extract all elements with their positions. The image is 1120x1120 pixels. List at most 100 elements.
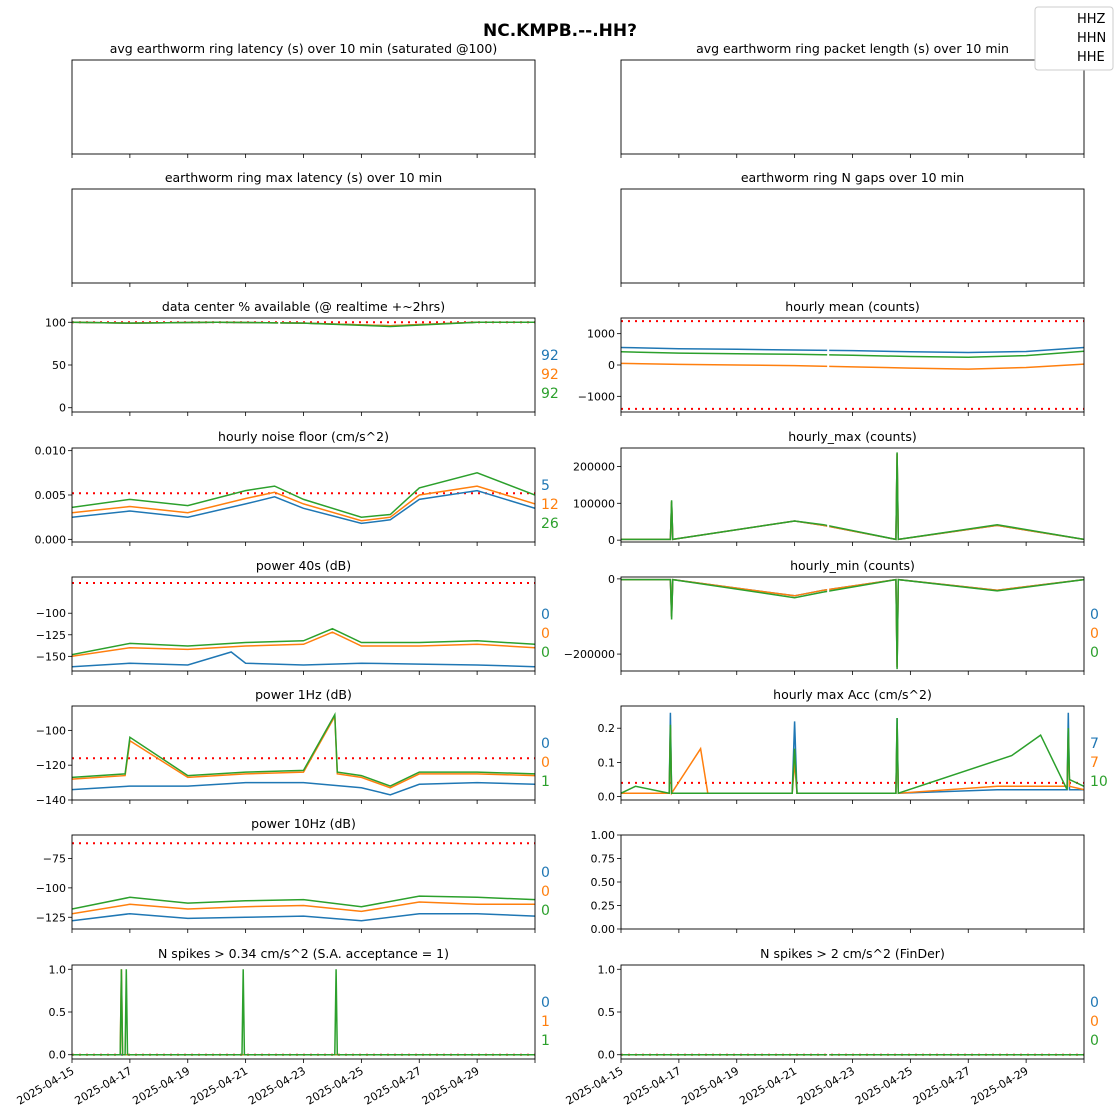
count-label-hhe: 0 <box>1090 1033 1099 1049</box>
y-tick-label-noise-floor: 0.005 <box>35 489 67 502</box>
series-line-hhz <box>72 912 535 922</box>
panel-title-hourly-min: hourly_min (counts) <box>790 558 915 573</box>
y-tick-label-power-10hz: −100 <box>36 882 66 895</box>
plot-area-pct-available <box>72 318 535 412</box>
plot-area-noise-floor <box>72 472 535 525</box>
series-line-hhz <box>621 578 1084 668</box>
panel-title-hourly-mean: hourly mean (counts) <box>785 299 919 314</box>
plot-area-hourly-min <box>621 577 1084 671</box>
y-tick-label-power-40s: −125 <box>36 629 66 642</box>
data-gap <box>827 448 830 542</box>
panel-hourly-max-acc: hourly max Acc (cm/s^2) 0.0 0.1 0.2 7 7 10 <box>598 687 1108 804</box>
x-tick-label: 2025-04-21 <box>737 1064 799 1107</box>
count-label-hhe: 0 <box>541 903 550 919</box>
panel-avg-packet: avg earthworm ring packet length (s) ove… <box>620 41 1085 158</box>
panel-pct-available: data center % available (@ realtime +~2h… <box>45 299 559 416</box>
plot-frame-avg-packet <box>620 59 1085 155</box>
y-tick-label-hourly-max: 100000 <box>573 497 615 510</box>
series-line-hhe <box>72 321 535 328</box>
y-tick-label-empty-panel: 0.25 <box>591 900 616 913</box>
series-line-hhe <box>72 969 535 1056</box>
y-tick-label-n-spikes-034: 0.5 <box>49 1006 67 1019</box>
panel-title-avg-latency: avg earthworm ring latency (s) over 10 m… <box>110 41 497 56</box>
series-line-hhe <box>621 350 1084 358</box>
y-tick-label-hourly-min: −200000 <box>564 648 615 661</box>
y-tick-label-power-40s: −100 <box>36 607 66 620</box>
panel-title-n-gaps: earthworm ring N gaps over 10 min <box>741 170 964 185</box>
x-tick-label: 2025-04-17 <box>73 1064 135 1107</box>
plot-frame-hourly-max-acc <box>620 705 1085 801</box>
series-line-hhn <box>72 631 535 658</box>
series-line-hhn <box>72 901 535 915</box>
count-label-hhe: 0 <box>541 645 550 661</box>
y-tick-label-n-spikes-2: 0.5 <box>598 1006 616 1019</box>
series-line-hhe <box>72 472 535 518</box>
panels: avg earthworm ring latency (s) over 10 m… <box>15 41 1108 1108</box>
plot-frame-noise-floor <box>71 447 536 543</box>
y-tick-label-empty-panel: 1.00 <box>591 829 616 842</box>
series-line-hhe <box>621 452 1084 541</box>
plot-frame-power-10hz <box>71 834 536 930</box>
panel-title-n-spikes-2: N spikes > 2 cm/s^2 (FinDer) <box>760 946 945 961</box>
plot-area-power-10hz <box>72 842 535 922</box>
count-label-hhn: 92 <box>541 367 559 383</box>
y-tick-label-n-spikes-2: 0.0 <box>598 1049 616 1062</box>
plot-frame-power-40s <box>71 576 536 672</box>
plot-frame-n-spikes-034 <box>71 964 536 1060</box>
y-tick-label-hourly-max-acc: 0.0 <box>598 791 616 804</box>
count-label-hhz: 92 <box>541 348 559 364</box>
series-line-hhz <box>621 453 1084 541</box>
panel-title-hourly-max: hourly_max (counts) <box>788 429 917 444</box>
panel-title-pct-available: data center % available (@ realtime +~2h… <box>162 299 445 314</box>
y-tick-label-noise-floor: 0.000 <box>35 533 67 546</box>
panel-title-power-10hz: power 10Hz (dB) <box>251 816 356 831</box>
x-tick-label: 2025-04-25 <box>304 1064 366 1107</box>
data-gap <box>278 318 281 412</box>
y-tick-label-hourly-mean: 0 <box>608 359 615 372</box>
count-label-hhz: 0 <box>541 865 550 881</box>
panel-title-n-spikes-034: N spikes > 0.34 cm/s^2 (S.A. acceptance … <box>158 946 449 961</box>
series-line-hhn <box>621 578 1084 668</box>
y-tick-label-empty-panel: 0.00 <box>591 923 616 936</box>
y-tick-label-hourly-max-acc: 0.1 <box>598 756 616 769</box>
x-tick-label: 2025-04-23 <box>246 1064 308 1107</box>
x-tick-label: 2025-04-25 <box>853 1064 915 1107</box>
series-line-hhn <box>621 362 1084 370</box>
panel-hourly-min: hourly_min (counts) −200000 0 0 0 0 <box>564 558 1099 675</box>
count-label-hhe: 10 <box>1090 774 1108 790</box>
y-tick-label-power-10hz: −75 <box>43 853 66 866</box>
y-tick-label-hourly-mean: −1000 <box>578 390 615 403</box>
panel-title-hourly-max-acc: hourly max Acc (cm/s^2) <box>773 687 932 702</box>
panel-empty-panel: 0.00 0.25 0.50 0.75 1.00 <box>591 829 1085 936</box>
plot-frame-hourly-max <box>620 447 1085 543</box>
panel-hourly-max: hourly_max (counts) 0 100000 200000 <box>573 429 1085 547</box>
panel-power-40s: power 40s (dB) −150 −125 −100 0 0 0 <box>36 558 550 675</box>
y-tick-label-power-1hz: −140 <box>36 794 66 807</box>
y-tick-label-pct-available: 0 <box>59 402 66 415</box>
y-tick-label-power-10hz: −125 <box>36 911 66 924</box>
series-line-hhe <box>72 627 535 656</box>
y-tick-label-n-spikes-2: 1.0 <box>598 963 616 976</box>
x-tick-label: 2025-04-29 <box>420 1064 482 1107</box>
plot-frame-pct-available <box>71 317 536 413</box>
plot-area-hourly-mean <box>621 318 1084 412</box>
panel-n-spikes-034: N spikes > 0.34 cm/s^2 (S.A. acceptance … <box>15 946 550 1108</box>
legend-label-hhe: HHE <box>1077 50 1105 65</box>
plot-frame-hourly-min <box>620 576 1085 672</box>
count-label-hhn: 0 <box>541 884 550 900</box>
count-label-hhn: 0 <box>1090 1014 1099 1030</box>
y-tick-label-hourly-mean: 1000 <box>587 328 615 341</box>
y-tick-label-empty-panel: 0.50 <box>591 876 616 889</box>
x-tick-label: 2025-04-27 <box>911 1064 973 1107</box>
y-tick-label-n-spikes-034: 1.0 <box>49 963 67 976</box>
plot-area-n-spikes-2 <box>621 965 1084 1059</box>
panel-title-power-40s: power 40s (dB) <box>256 558 351 573</box>
panel-n-gaps: earthworm ring N gaps over 10 min <box>620 170 1085 287</box>
y-tick-label-power-40s: −150 <box>36 650 66 663</box>
plot-frame-hourly-mean <box>620 317 1085 413</box>
data-gap <box>827 577 830 671</box>
plot-frame-n-spikes-2 <box>620 964 1085 1060</box>
data-gap <box>827 318 830 412</box>
count-label-hhn: 0 <box>541 626 550 642</box>
